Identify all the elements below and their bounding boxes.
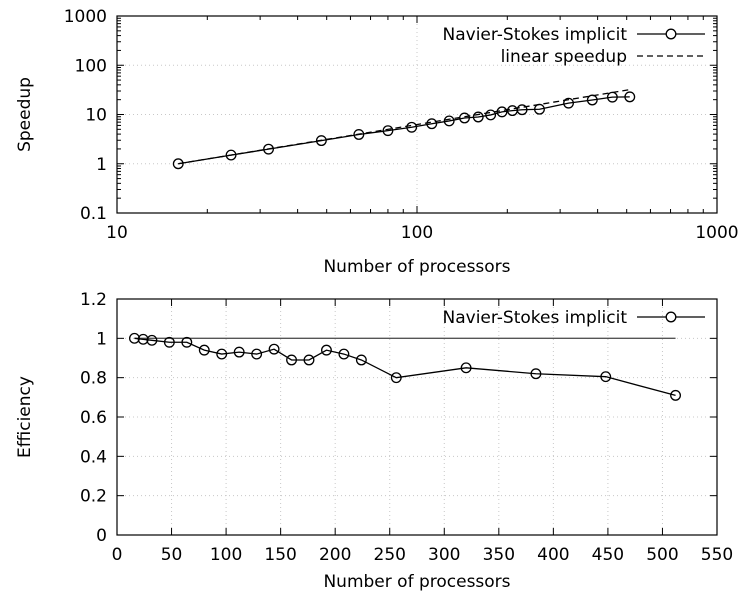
x-tick-label: 350 <box>483 545 515 565</box>
x-tick-label: 300 <box>428 545 460 565</box>
data-point <box>233 346 245 358</box>
data-point <box>516 104 528 116</box>
y-tick-label: 1 <box>96 329 107 349</box>
legend-label: linear speedup <box>501 47 627 67</box>
data-point <box>624 91 636 103</box>
data-point <box>563 97 574 109</box>
x-tick-label: 0 <box>112 545 123 565</box>
data-point <box>181 336 193 348</box>
x-tick-label: 200 <box>319 545 351 565</box>
legend-marker <box>665 28 677 40</box>
y-axis-label: Efficiency <box>15 376 35 458</box>
series-line-navier-stokes <box>134 337 676 396</box>
data-point <box>460 362 472 374</box>
y-tick-label: 0.2 <box>80 487 107 507</box>
plot-frame <box>116 15 718 214</box>
data-point <box>426 118 438 130</box>
x-tick-label: 400 <box>537 545 569 565</box>
series-line-navier-stokes <box>178 96 630 165</box>
x-tick-label: 100 <box>401 223 433 243</box>
data-point <box>382 125 394 137</box>
y-axis-label: Speedup <box>15 77 35 152</box>
y-tick-label: 0.1 <box>80 204 107 224</box>
data-point <box>303 354 315 366</box>
x-tick-label: 500 <box>646 545 678 565</box>
data-point <box>534 103 545 115</box>
x-tick-label: 1000 <box>695 223 738 243</box>
data-point <box>321 344 332 356</box>
legend-marker <box>665 311 677 323</box>
data-point <box>225 149 237 161</box>
series-line-linear-speedup <box>178 88 630 165</box>
plot-frame <box>116 298 718 536</box>
efficiency-chart: 0 50 100 150 200 250 300 350 400 450 500 550 0 0.2 0.4… <box>15 290 733 592</box>
x-axis-label: Number of processors <box>323 572 510 592</box>
x-tick-label: 10 <box>106 223 128 243</box>
data-point <box>485 109 497 121</box>
data-point <box>172 158 184 170</box>
data-point <box>146 334 158 346</box>
data-point <box>137 333 149 345</box>
y-tick-label: 1 <box>96 155 107 175</box>
data-point <box>390 372 402 384</box>
x-tick-label: 150 <box>264 545 296 565</box>
y-tick-label: 0 <box>96 526 107 546</box>
data-point <box>353 129 365 140</box>
x-tick-label: 50 <box>161 545 183 565</box>
legend-label: Navier-Stokes implicit <box>443 25 628 45</box>
data-point <box>286 354 297 366</box>
data-point <box>216 348 228 360</box>
y-tick-label: 100 <box>75 56 107 76</box>
data-point <box>251 348 263 360</box>
data-point <box>670 389 681 401</box>
data-point <box>406 121 418 133</box>
y-tick-label: 10 <box>85 106 107 126</box>
y-tick-label: 1.2 <box>80 290 107 310</box>
data-point <box>338 348 350 360</box>
x-tick-label: 250 <box>374 545 406 565</box>
x-tick-label: 450 <box>592 545 624 565</box>
data-point <box>606 91 618 103</box>
speedup-chart: 10 100 1000 0.1 1 10 100 1000 Number of processo… <box>15 7 739 277</box>
data-point <box>129 332 140 344</box>
y-tick-label: 0.4 <box>80 447 107 467</box>
data-point <box>472 111 484 123</box>
data-point <box>355 354 367 366</box>
y-tick-label: 0.8 <box>80 369 107 389</box>
x-tick-label: 100 <box>210 545 242 565</box>
data-point <box>268 343 280 355</box>
data-point <box>198 344 210 356</box>
x-tick-label: 550 <box>701 545 733 565</box>
data-point <box>600 371 612 383</box>
data-point <box>586 94 598 106</box>
data-point <box>163 336 175 348</box>
y-tick-label: 1000 <box>64 7 107 27</box>
data-point <box>443 115 455 127</box>
y-tick-label: 0.6 <box>80 408 107 428</box>
x-axis-label: Number of processors <box>323 257 510 277</box>
data-point <box>530 368 542 380</box>
legend-label: Navier-Stokes implicit <box>443 308 628 328</box>
data-point <box>263 143 274 155</box>
